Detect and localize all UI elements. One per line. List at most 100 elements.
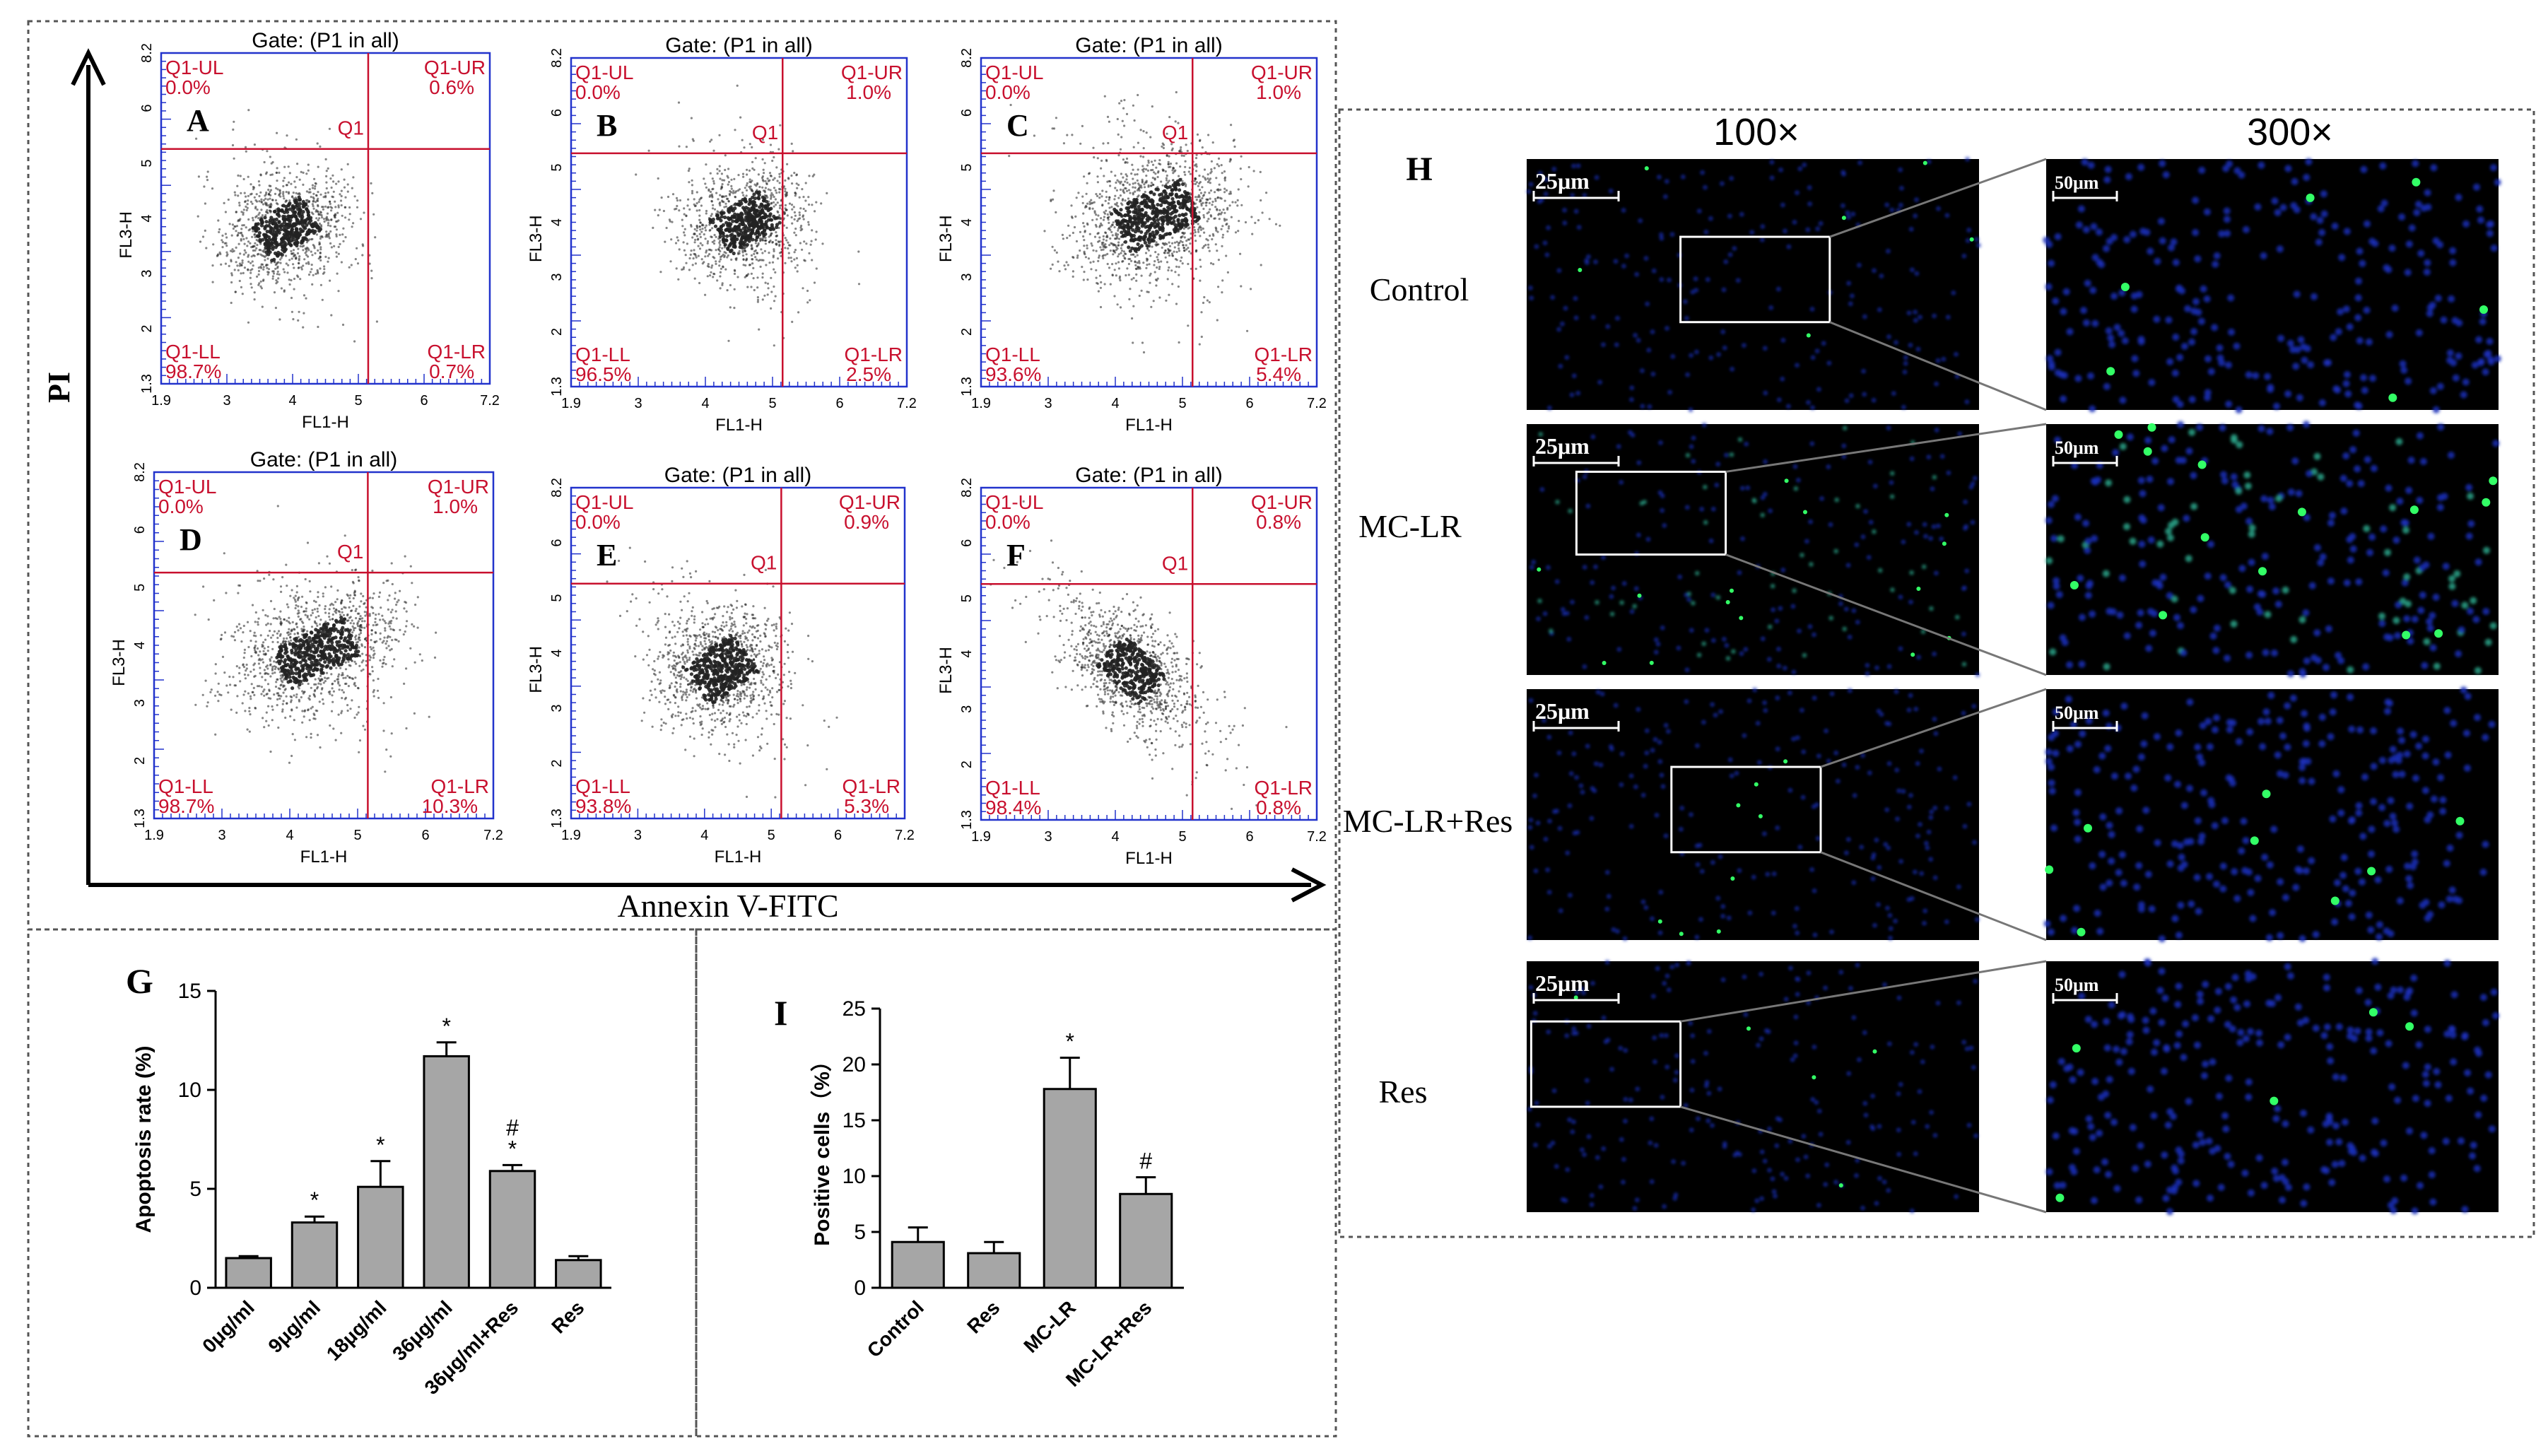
q1-ll-value: 93.8% (575, 795, 631, 817)
y-tick-label: 8.2 (132, 462, 148, 482)
y-tick-label: 5 (549, 594, 565, 601)
positive-cell (2197, 460, 2207, 469)
positive-cell (1916, 587, 1921, 591)
q1-lr-value: 0.7% (429, 360, 474, 382)
zoom-connector (1820, 851, 2047, 941)
y-tick-label: 5 (189, 1178, 201, 1201)
y-tick-label: 8.2 (549, 478, 565, 498)
section-borders (27, 20, 2535, 1438)
q1-ul-value: 0.0% (158, 495, 204, 517)
scatter-points (1008, 90, 1281, 354)
q1-ur-value: 1.0% (1256, 81, 1301, 103)
y-tick-label: 10 (178, 1079, 201, 1102)
gate-label: Gate: (P1 in all) (665, 34, 812, 57)
q1-ur-value: 0.6% (429, 76, 474, 98)
micrograph-high: 50μm (2045, 958, 2499, 1216)
micrograph-low: 25μm (1527, 688, 1980, 941)
x-tick-label: 4 (288, 393, 296, 409)
panel-letter: I (774, 993, 787, 1033)
y-tick-label: 4 (132, 641, 148, 649)
y-tick-label: 15 (843, 1109, 866, 1132)
positive-cell (2084, 823, 2092, 833)
nuclei (1527, 960, 1978, 1214)
y-tick-label: 6 (549, 539, 565, 546)
gate-label: Gate: (P1 in all) (1075, 464, 1222, 487)
scale-bar-label: 50μm (2055, 975, 2099, 995)
y-tick-label: 2 (959, 328, 975, 336)
q1-ur-value: 0.9% (844, 511, 889, 533)
y-axis-label: FL3-H (527, 646, 546, 693)
q1-lr-value: 0.8% (1256, 797, 1301, 818)
y-tick-label: 4 (549, 649, 565, 657)
row-label: MC-LR+Res (1343, 803, 1513, 839)
positive-cell (1806, 333, 1811, 338)
panel-g-border (27, 928, 698, 1438)
positive-cell (2200, 533, 2209, 542)
zoom-box (1679, 235, 1831, 324)
positive-cell (1657, 919, 1662, 924)
zoom-box (1575, 470, 1727, 556)
zoom-connector (1680, 960, 2047, 1023)
significance-mark: # (506, 1115, 519, 1140)
positive-cell (2106, 367, 2115, 376)
x-tick-label: 0μg/ml (198, 1296, 259, 1357)
x-tick-label: 4 (1111, 396, 1119, 411)
nuclei (1530, 423, 1980, 677)
y-tick-label: 2 (132, 757, 148, 765)
q1-ll-label: Q1-LL (158, 775, 213, 797)
bar-chart-g: G 0 5 10 15 Apoptosis rate (%) 0μg/ml * 9μg/ml * 1… (126, 961, 611, 1399)
x-tick-label: 4 (1111, 829, 1119, 845)
y-tick-label: 6 (959, 539, 975, 547)
q1-ul-value: 0.0% (165, 76, 211, 98)
scale-bar-label: 50μm (2055, 172, 2099, 193)
positive-cell (2262, 789, 2271, 799)
y-tick-label: 8.2 (959, 48, 975, 68)
nuclei (2045, 421, 2500, 678)
significance-mark: * (310, 1187, 319, 1213)
y-tick-label: 6 (139, 104, 155, 112)
x-tick-label: 4 (286, 828, 293, 843)
gate-label: Gate: (P1 in all) (252, 29, 399, 52)
micrograph-high: 50μm (2045, 421, 2500, 678)
q1-ll-label: Q1-LL (985, 344, 1040, 365)
y-tick-label: 4 (959, 218, 975, 226)
y-tick-label: 25 (843, 997, 866, 1021)
positive-cell (2120, 283, 2130, 291)
micrograph-high: 50μm (2043, 686, 2499, 943)
bar (1119, 1192, 1173, 1289)
x-tick-label: 1.9 (561, 828, 581, 843)
y-tick-label: 5 (132, 584, 148, 592)
positive-cell (2368, 1008, 2378, 1017)
x-tick-label: 3 (634, 828, 642, 843)
x-tick-label: 5 (1178, 829, 1186, 845)
y-tick-label: 0 (854, 1276, 866, 1300)
positive-cell (1679, 932, 1684, 937)
positive-cell (1644, 166, 1649, 171)
annexin-label: Annexin V-FITC (617, 888, 838, 924)
nuclei (1527, 688, 1980, 941)
positive-cell (1573, 995, 1578, 1000)
zoom-connector (1829, 321, 2047, 411)
y-tick-label: 5 (959, 163, 975, 171)
x-tick-label: 7.2 (1307, 396, 1327, 411)
positive-cell (2270, 1096, 2279, 1105)
y-tick-label: 3 (139, 269, 155, 277)
panel-letter: F (1006, 538, 1026, 573)
q1-gate-label: Q1 (1162, 552, 1188, 574)
positive-cell (2072, 1044, 2081, 1053)
positive-cell (2114, 430, 2123, 439)
panel-letter: A (187, 103, 209, 138)
q1-lr-label: Q1-LR (843, 775, 900, 797)
scatter-points (635, 84, 861, 347)
x-tick-label: 3 (218, 828, 225, 843)
plot-frame (570, 57, 908, 388)
x-tick-label: 4 (700, 828, 708, 843)
y-tick-label: 4 (959, 650, 975, 657)
x-tick-label: 6 (1245, 829, 1253, 845)
positive-cell (1841, 216, 1846, 221)
q1-ll-value: 98.7% (165, 360, 221, 382)
positive-cell (1578, 268, 1583, 272)
plot-ticks (160, 52, 491, 384)
x-tick-label: 7.2 (895, 828, 915, 843)
